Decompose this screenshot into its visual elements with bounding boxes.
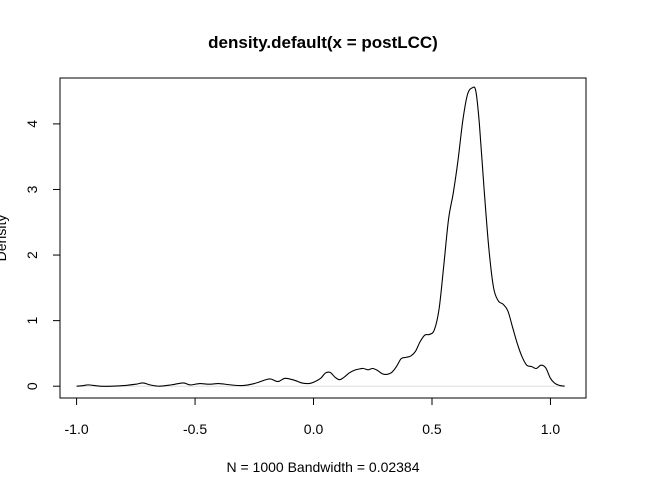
y-tick-label: 1	[24, 317, 40, 325]
x-tick-label: -1.0	[65, 421, 89, 437]
x-axis: -1.0 -0.5 0.0 0.5 1.0	[65, 397, 561, 437]
x-tick-label: 0.0	[304, 421, 324, 437]
y-tick-label: 0	[24, 382, 40, 390]
x-tick-label: -0.5	[183, 421, 207, 437]
chart-title: density.default(x = postLCC)	[208, 33, 438, 52]
y-axis-title: Density	[0, 215, 9, 262]
y-tick-label: 3	[24, 185, 40, 193]
x-tick-label: 1.0	[541, 421, 561, 437]
x-tick-label: 0.5	[422, 421, 442, 437]
y-tick-label: 2	[24, 251, 40, 259]
series-layer	[76, 86, 565, 387]
y-tick-label: 4	[24, 120, 40, 128]
x-axis-title: N = 1000 Bandwidth = 0.02384	[226, 459, 419, 475]
y-axis: 0 1 2 3 4	[24, 120, 61, 390]
density-curve	[76, 86, 565, 387]
